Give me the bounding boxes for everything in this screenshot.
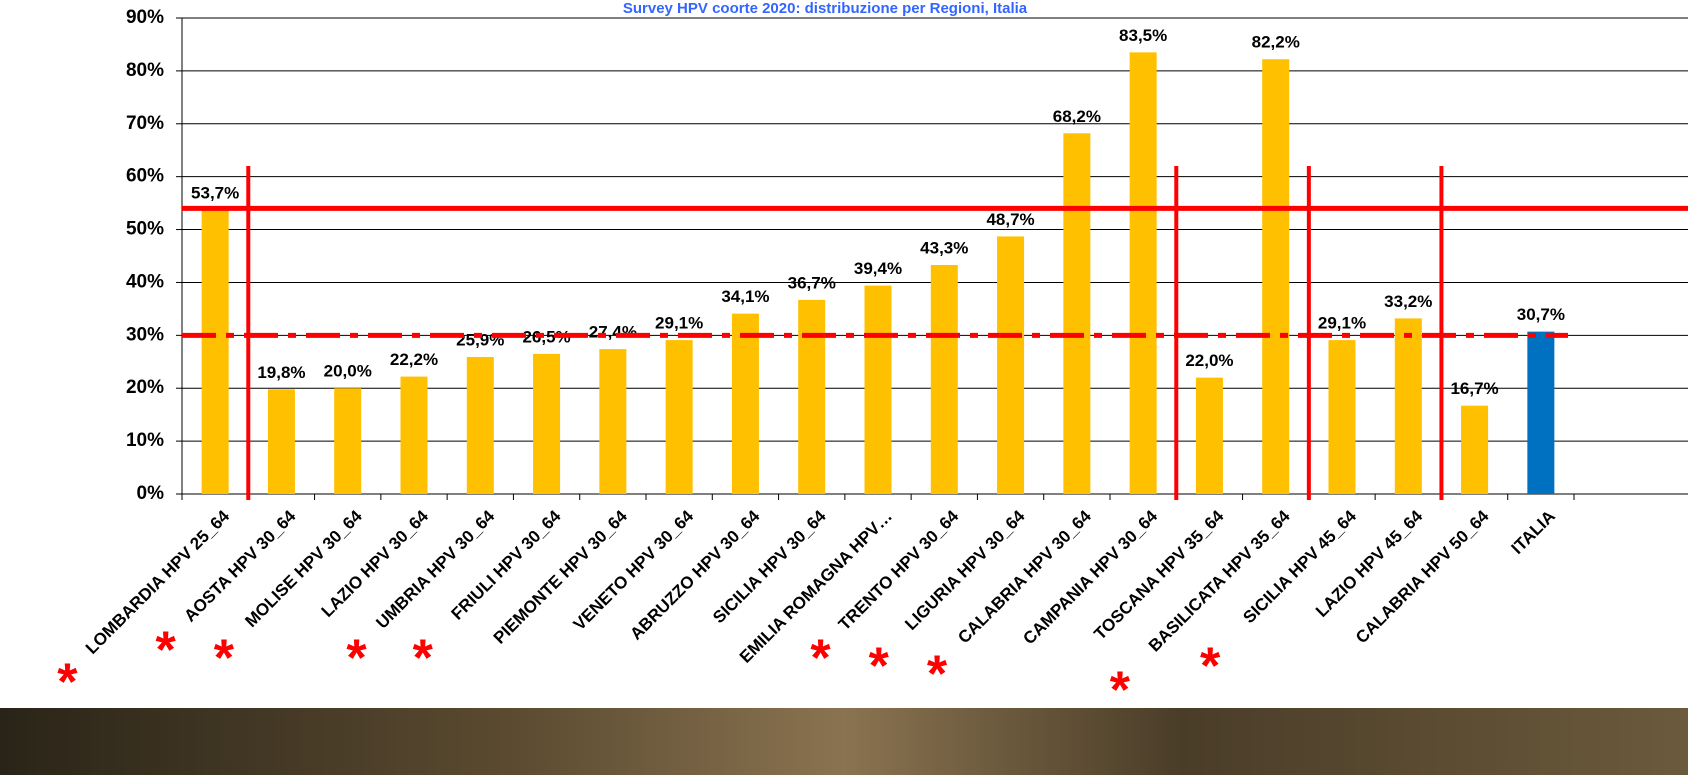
flag-asterisk: * (1110, 662, 1131, 720)
y-tick-label: 80% (126, 60, 164, 81)
data-label: 53,7% (191, 183, 239, 202)
x-tick-label: TRENTO HPV 30_64 (835, 506, 963, 634)
data-label: 22,0% (1185, 351, 1233, 370)
flag-asterisk: * (346, 630, 367, 688)
data-label: 19,8% (257, 363, 305, 382)
bar (665, 340, 693, 494)
y-tick-label: 50% (126, 219, 164, 240)
y-tick-label: 30% (126, 324, 164, 345)
y-tick-label: 10% (126, 430, 164, 451)
background-strip (0, 708, 1688, 775)
data-label: 36,7% (788, 273, 836, 292)
x-tick-label: CALABRIA HPV 50_64 (1352, 506, 1493, 647)
bar (599, 349, 627, 494)
x-tick-label: VENETO HPV 30_64 (570, 506, 698, 634)
bar (201, 209, 229, 494)
flag-asterisk: * (214, 630, 235, 688)
data-label: 26,5% (522, 327, 570, 346)
data-label: 27,4% (589, 323, 637, 342)
bar (798, 299, 826, 494)
data-label: 29,1% (1318, 314, 1366, 333)
y-tick-label: 20% (126, 377, 164, 398)
bar (930, 264, 958, 494)
y-tick-label: 90% (126, 7, 164, 28)
x-tick-label: MOLISE HPV 30_64 (241, 506, 366, 631)
bar (1527, 331, 1555, 494)
bar (1129, 52, 1157, 494)
flag-asterisk: * (57, 654, 78, 712)
bar (1262, 59, 1290, 495)
chart-title: Survey HPV coorte 2020: distribuzione pe… (623, 0, 1028, 17)
data-label: 39,4% (854, 259, 902, 278)
data-label: 20,0% (324, 362, 372, 381)
bar (533, 353, 561, 494)
bar (731, 313, 759, 494)
bar (466, 357, 494, 494)
x-tick-label: ITALIA (1508, 507, 1559, 558)
data-label: 33,2% (1384, 292, 1432, 311)
bar (997, 236, 1025, 495)
data-label: 83,5% (1119, 26, 1167, 45)
x-tick-label: AOSTA HPV 30_64 (180, 506, 299, 625)
data-label: 29,1% (655, 314, 703, 333)
x-tick-label: TOSCANA HPV 35_64 (1090, 506, 1227, 643)
y-tick-label: 60% (126, 166, 164, 187)
data-label: 68,2% (1053, 107, 1101, 126)
flag-asterisk: * (1200, 638, 1221, 696)
x-tick-label: FRIULI HPV 30_64 (448, 506, 565, 623)
bar (864, 285, 892, 494)
y-tick-label: 0% (137, 483, 165, 504)
bar (334, 388, 362, 494)
x-tick-label: UMBRIA HPV 30_64 (372, 506, 498, 632)
data-label: 43,3% (920, 238, 968, 257)
bar (1195, 377, 1223, 494)
data-label: 82,2% (1252, 33, 1300, 52)
x-tick-label: SICILIA HPV 45_64 (1239, 506, 1360, 627)
bar (1063, 133, 1091, 494)
flag-asterisk: * (155, 622, 176, 680)
bar (1461, 405, 1489, 494)
x-tick-label: LIGURIA HPV 30_64 (901, 506, 1029, 634)
flag-asterisk: * (927, 646, 948, 704)
data-label: 22,2% (390, 350, 438, 369)
flag-asterisk: * (413, 630, 434, 688)
bar (400, 376, 428, 494)
x-tick-label: CALABRIA HPV 30_64 (954, 506, 1095, 647)
y-tick-label: 40% (126, 271, 164, 292)
data-label: 48,7% (986, 210, 1034, 229)
y-tick-label: 70% (126, 113, 164, 134)
bar (1328, 340, 1356, 494)
x-tick-label: CAMPANIA HPV 30_64 (1019, 506, 1161, 648)
data-label: 16,7% (1450, 379, 1498, 398)
flag-asterisk: * (810, 630, 831, 688)
bar (1394, 318, 1422, 494)
data-label: 34,1% (721, 287, 769, 306)
x-tick-label: SICILIA HPV 30_64 (709, 506, 830, 627)
x-tick-label: PIEMONTE HPV 30_64 (490, 506, 631, 647)
bar (267, 389, 295, 494)
x-tick-label: ABRUZZO HPV 30_64 (626, 506, 763, 643)
flag-asterisk: * (869, 638, 890, 696)
data-label: 30,7% (1517, 305, 1565, 324)
